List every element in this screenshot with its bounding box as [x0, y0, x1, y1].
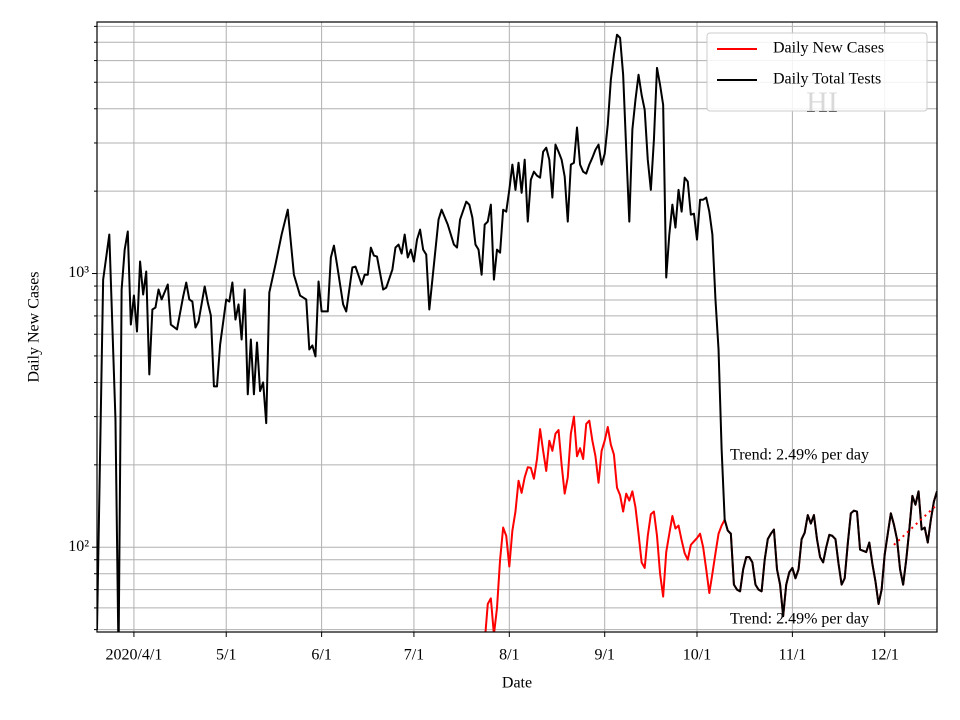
x-tick-label: 7/1	[404, 647, 424, 664]
x-axis-label: Date	[502, 675, 532, 692]
x-tick-label: 12/1	[870, 647, 898, 664]
legend-box	[706, 32, 928, 112]
ticks: 2020/4/1 5/1 6/1 7/1 8/1 9/1 10/1 11/1 12/1 10² 10…	[68, 25, 899, 664]
axes-frame	[96, 21, 938, 633]
legend-label: Daily Total Tests	[773, 71, 881, 88]
x-tick-label: 11/1	[778, 647, 806, 664]
legend-label: Daily New Cases	[773, 40, 884, 57]
y-tick-label: 10²	[68, 538, 89, 555]
y-tick-label: 10³	[68, 264, 89, 281]
trend-label: Trend: 2.49% per day	[730, 611, 869, 628]
y-axis-label: Daily New Cases	[26, 271, 43, 382]
x-tick-label: 5/1	[216, 647, 236, 664]
legend: Daily New Cases Daily Total Tests	[706, 32, 928, 112]
x-tick-label: 2020/4/1	[105, 647, 162, 664]
x-tick-label: 6/1	[311, 647, 331, 664]
x-tick-label: 10/1	[683, 647, 711, 664]
x-tick-label: 9/1	[594, 647, 614, 664]
trend-label: Trend: 2.49% per day	[730, 447, 869, 464]
trend-line	[893, 503, 937, 546]
grid	[97, 22, 937, 632]
x-tick-label: 8/1	[499, 647, 519, 664]
plot-area	[97, 33, 937, 632]
series-line	[97, 33, 937, 632]
